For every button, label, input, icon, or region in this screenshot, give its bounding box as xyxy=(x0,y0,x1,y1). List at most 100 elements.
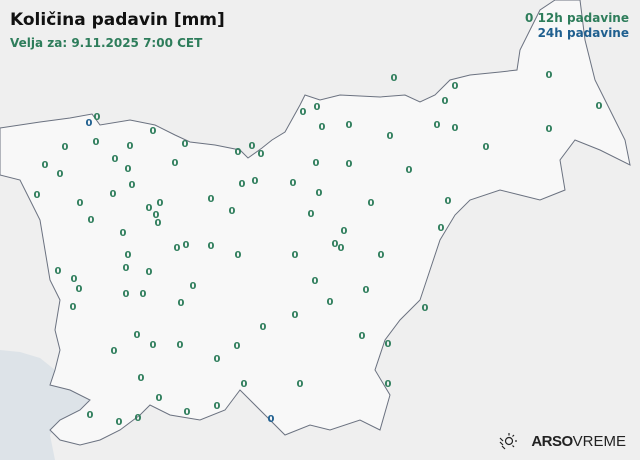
station-value-12h: 0 xyxy=(174,243,181,254)
station-value-12h: 0 xyxy=(62,142,69,153)
station-value-12h: 0 xyxy=(338,243,345,254)
page-title: Količina padavin [mm] xyxy=(10,10,225,30)
station-value-12h: 0 xyxy=(214,401,221,412)
station-value-12h: 0 xyxy=(368,198,375,209)
station-value-24h: 0 xyxy=(268,414,275,425)
station-value-12h: 0 xyxy=(34,190,41,201)
station-value-12h: 0 xyxy=(546,70,553,81)
station-value-12h: 0 xyxy=(241,379,248,390)
station-value-12h: 0 xyxy=(134,330,141,341)
station-value-12h: 0 xyxy=(184,407,191,418)
station-value-12h: 0 xyxy=(88,215,95,226)
station-value-12h: 0 xyxy=(123,289,130,300)
station-value-12h: 0 xyxy=(546,124,553,135)
station-value-12h: 0 xyxy=(70,302,77,313)
station-value-12h: 0 xyxy=(55,266,62,277)
station-value-12h: 0 xyxy=(327,297,334,308)
station-value-12h: 0 xyxy=(135,413,142,424)
station-value-12h: 0 xyxy=(125,250,132,261)
station-value-12h: 0 xyxy=(258,149,265,160)
slovenia-land xyxy=(0,0,631,446)
station-value-12h: 0 xyxy=(183,240,190,251)
station-value-12h: 0 xyxy=(445,196,452,207)
station-value-12h: 0 xyxy=(77,198,84,209)
valid-time: Velja za: 9.11.2025 7:00 CET xyxy=(10,36,203,50)
station-value-12h: 0 xyxy=(172,158,179,169)
logo-arso: ARSO xyxy=(531,432,573,450)
station-value-12h: 0 xyxy=(111,346,118,357)
station-value-12h: 0 xyxy=(292,310,299,321)
station-value-12h: 0 xyxy=(150,340,157,351)
station-value-12h: 0 xyxy=(596,101,603,112)
station-value-12h: 0 xyxy=(313,158,320,169)
station-value-12h: 0 xyxy=(153,210,160,221)
arso-logo[interactable]: ARSOVREME xyxy=(499,432,626,450)
station-value-12h: 0 xyxy=(252,176,259,187)
station-value-12h: 0 xyxy=(116,417,123,428)
station-value-12h: 0 xyxy=(235,147,242,158)
station-value-12h: 0 xyxy=(319,122,326,133)
station-value-12h: 0 xyxy=(312,276,319,287)
station-value-12h: 0 xyxy=(290,178,297,189)
station-value-12h: 0 xyxy=(146,267,153,278)
station-value-12h: 0 xyxy=(442,96,449,107)
legend-12h: 0 12h padavine xyxy=(525,11,629,26)
station-value-12h: 0 xyxy=(120,228,127,239)
legend-12h-label: 12h padavine xyxy=(537,11,629,25)
logo-vreme: VREME xyxy=(572,432,626,450)
station-labels: 0 0 0 0 0 0 0 0 0 0 0 0 0 0 0 0 0 0 0 0 0 0 0 0 0 0 0 0 0 0 0 0 0 0 0 0 0 0 0 0… xyxy=(34,70,603,428)
station-value-12h: 0 xyxy=(129,180,136,191)
station-value-12h: 0 xyxy=(42,160,49,171)
sun-rain-icon xyxy=(499,433,518,450)
station-value-12h: 0 xyxy=(110,189,117,200)
station-value-12h: 0 xyxy=(434,120,441,131)
station-value-12h: 0 xyxy=(208,241,215,252)
station-value-12h: 0 xyxy=(308,209,315,220)
station-value-12h: 0 xyxy=(190,281,197,292)
station-value-12h: 0 xyxy=(385,339,392,350)
station-value-12h: 0 xyxy=(346,159,353,170)
station-value-12h: 0 xyxy=(146,203,153,214)
legend-24h-label: 24h padavine xyxy=(537,26,629,40)
station-value-24h: 0 xyxy=(86,118,93,129)
station-value-12h: 0 xyxy=(406,165,413,176)
station-value-12h: 0 xyxy=(155,218,162,229)
station-value-12h: 0 xyxy=(316,188,323,199)
station-value-12h: 0 xyxy=(235,250,242,261)
station-value-12h: 0 xyxy=(229,206,236,217)
station-value-12h: 0 xyxy=(452,81,459,92)
station-value-12h: 0 xyxy=(157,198,164,209)
sea xyxy=(0,350,90,460)
station-value-12h: 0 xyxy=(57,169,64,180)
station-value-12h: 0 xyxy=(76,284,83,295)
station-value-12h: 0 xyxy=(249,141,256,152)
station-value-12h: 0 xyxy=(112,154,119,165)
legend-12h-marker: 0 xyxy=(525,11,534,25)
station-value-12h: 0 xyxy=(359,331,366,342)
station-value-12h: 0 xyxy=(93,137,100,148)
station-value-12h: 0 xyxy=(387,131,394,142)
station-value-12h: 0 xyxy=(483,142,490,153)
station-value-12h: 0 xyxy=(94,112,101,123)
station-value-12h: 0 xyxy=(341,226,348,237)
station-value-12h: 0 xyxy=(156,393,163,404)
station-value-12h: 0 xyxy=(378,250,385,261)
station-value-12h: 0 xyxy=(71,274,78,285)
station-value-12h: 0 xyxy=(332,239,339,250)
station-value-12h: 0 xyxy=(452,123,459,134)
station-value-12h: 0 xyxy=(438,223,445,234)
station-value-12h: 0 xyxy=(87,410,94,421)
station-value-12h: 0 xyxy=(422,303,429,314)
station-value-12h: 0 xyxy=(140,289,147,300)
station-value-12h: 0 xyxy=(123,263,130,274)
station-value-12h: 0 xyxy=(214,354,221,365)
station-value-12h: 0 xyxy=(260,322,267,333)
station-value-12h: 0 xyxy=(292,250,299,261)
station-value-12h: 0 xyxy=(297,379,304,390)
station-value-12h: 0 xyxy=(391,73,398,84)
station-value-12h: 0 xyxy=(182,139,189,150)
station-value-12h: 0 xyxy=(363,285,370,296)
station-value-12h: 0 xyxy=(150,126,157,137)
station-value-12h: 0 xyxy=(138,373,145,384)
